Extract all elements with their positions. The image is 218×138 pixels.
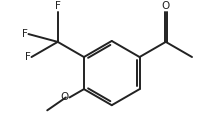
Text: F: F — [25, 52, 31, 62]
Text: F: F — [22, 29, 27, 39]
Text: F: F — [55, 1, 61, 11]
Text: O: O — [162, 1, 170, 11]
Text: O: O — [60, 92, 69, 102]
